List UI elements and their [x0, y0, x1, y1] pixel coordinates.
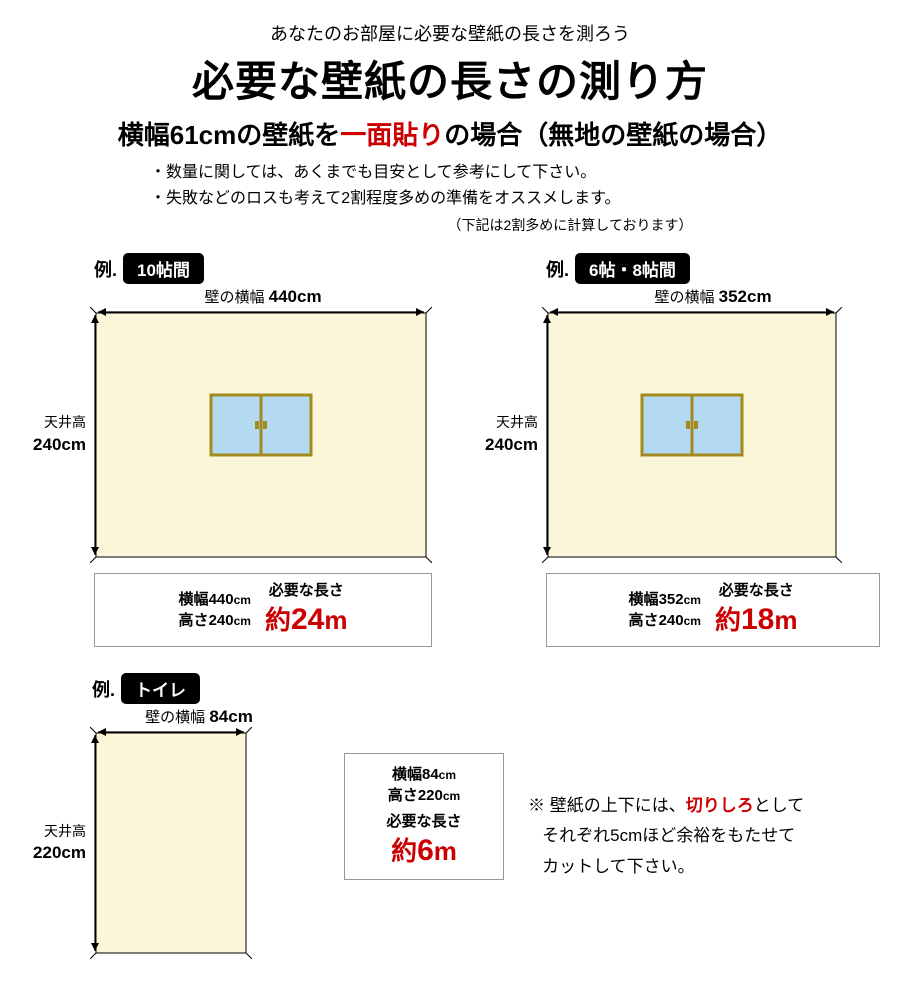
pretitle: あなたのお部屋に必要な壁紙の長さを測ろう: [20, 20, 880, 46]
subtitle-post: の場合（無地の壁紙の場合）: [444, 120, 782, 150]
room-tag-6-8jo: 6帖・8帖間: [575, 253, 690, 284]
wall-diagram-6-8jo: [542, 307, 842, 563]
result-need: 必要な長さ 約24m: [265, 582, 348, 638]
example-card-toilet: 例. トイレ 壁の横幅 84cm 天井高220cm: [20, 673, 320, 959]
result-dims: 横幅352cm 高さ240cm: [629, 589, 701, 633]
subtitle: 横幅61cmの壁紙を一面貼りの場合（無地の壁紙の場合）: [20, 115, 880, 152]
ceiling-height-label: 天井高220cm: [20, 822, 90, 865]
result-box-10jo: 横幅440cm 高さ240cm 必要な長さ 約24m: [94, 573, 432, 647]
room-tag-toilet: トイレ: [121, 673, 200, 704]
wall-width-label: 壁の横幅 352cm: [472, 286, 880, 307]
result-dims: 横幅440cm 高さ240cm: [179, 589, 251, 633]
ex-label: 例.: [546, 256, 569, 282]
ceiling-height-label: 天井高240cm: [472, 413, 542, 456]
ex-label: 例.: [92, 676, 115, 702]
result-need: 必要な長さ 約6m: [357, 813, 491, 869]
example-card-10jo: 例. 10帖間 壁の横幅 440cm 天井高240cm 横幅440cm 高さ24…: [20, 253, 432, 647]
result-dims: 横幅84cm 高さ220cm: [357, 764, 491, 808]
room-tag-10jo: 10帖間: [123, 253, 204, 284]
subtitle-em: 一面貼り: [340, 120, 444, 150]
wall-width-label: 壁の横幅 440cm: [20, 286, 432, 307]
notes: ・数量に関しては、あくまでも目安として参考にして下さい。 ・失敗などのロスも考え…: [150, 160, 750, 211]
example-card-6-8jo: 例. 6帖・8帖間 壁の横幅 352cm 天井高240cm 横幅352cm 高さ…: [472, 253, 880, 647]
examples-row-1: 例. 10帖間 壁の横幅 440cm 天井高240cm 横幅440cm 高さ24…: [20, 253, 880, 647]
page-title: 必要な壁紙の長さの測り方: [20, 48, 880, 109]
subtitle-pre: 横幅61cmの壁紙を: [118, 120, 341, 150]
wall-diagram-10jo: [90, 307, 432, 563]
examples-row-2: 例. トイレ 壁の横幅 84cm 天井高220cm 横幅84cm 高さ220cm: [20, 673, 880, 959]
result-box-toilet: 横幅84cm 高さ220cm 必要な長さ 約6m: [344, 753, 504, 881]
ceiling-height-label: 天井高240cm: [20, 413, 90, 456]
notes-sub: （下記は2割多めに計算しております）: [20, 215, 880, 235]
wall-diagram-toilet: [90, 727, 252, 959]
ex-label: 例.: [94, 256, 117, 282]
note-2: ・失敗などのロスも考えて2割程度多めの準備をオススメします。: [150, 186, 750, 212]
wall-width-label: 壁の横幅 84cm: [20, 706, 320, 727]
note-1: ・数量に関しては、あくまでも目安として参考にして下さい。: [150, 160, 750, 186]
result-box-6-8jo: 横幅352cm 高さ240cm 必要な長さ 約18m: [546, 573, 880, 647]
footnote: ※ 壁紙の上下には、切りしろとして それぞれ5cmほど余裕をもたせて カットして…: [528, 751, 880, 883]
result-need: 必要な長さ 約18m: [715, 582, 798, 638]
